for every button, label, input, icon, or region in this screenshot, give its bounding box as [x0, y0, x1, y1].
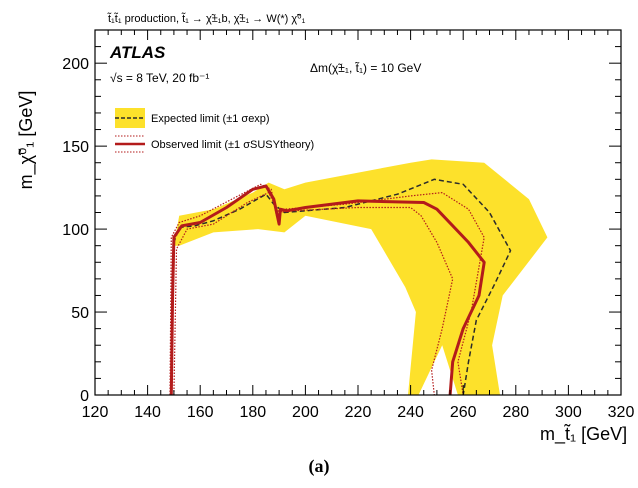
plot-area	[169, 159, 548, 395]
series-expected-limit-1-exp	[170, 178, 512, 395]
header-text: t̃₁t̃₁ production, t̃₁ → χ̃±₁b, χ̃±₁ → W…	[107, 12, 306, 25]
atlas-label: ATLAS	[109, 43, 166, 62]
legend-expected-label: Expected limit (±1 σexp)	[151, 113, 270, 125]
x-tick-label: 180	[239, 404, 266, 421]
series-observed-1-theory	[173, 191, 454, 395]
legend-observed-label: Observed limit (±1 σSUSYtheory)	[151, 139, 314, 151]
y-tick-label: 150	[62, 139, 89, 156]
x-tick-label: 120	[82, 404, 109, 421]
y-axis: 0 50 100 150 200	[62, 29, 621, 405]
x-tick-label: 320	[608, 404, 635, 421]
series-observed-1-theory	[169, 183, 485, 395]
legend: Expected limit (±1 σexp) Observed limit …	[115, 108, 314, 153]
x-axis: 120 140 160 180 200 220 240 260 280 300 320	[82, 30, 635, 421]
x-tick-label: 260	[450, 404, 477, 421]
delta-m-label: Δm(χ̃±₁, t̃₁) = 10 GeV	[310, 60, 421, 75]
x-tick-label: 300	[555, 404, 582, 421]
x-tick-label: 200	[292, 404, 319, 421]
y-tick-label: 200	[62, 56, 89, 73]
x-tick-label: 280	[502, 404, 529, 421]
y-tick-label: 100	[62, 222, 89, 239]
series-observed-limit-1-susytheory	[169, 184, 486, 395]
x-axis-title: m_t̃₁ [GeV]	[540, 424, 627, 445]
x-tick-label: 140	[134, 404, 161, 421]
series-expected-band	[173, 159, 548, 395]
y-tick-label: 50	[71, 305, 89, 322]
x-tick-label: 160	[187, 404, 214, 421]
figure-caption: (a)	[309, 456, 330, 477]
x-tick-label: 240	[397, 404, 424, 421]
x-tick-label: 220	[345, 404, 372, 421]
y-tick-label: 0	[80, 388, 89, 405]
y-axis-title: m_χ̃⁰₁ [GeV]	[16, 91, 37, 190]
energy-lumi-label: √s = 8 TeV, 20 fb⁻¹	[110, 71, 209, 85]
